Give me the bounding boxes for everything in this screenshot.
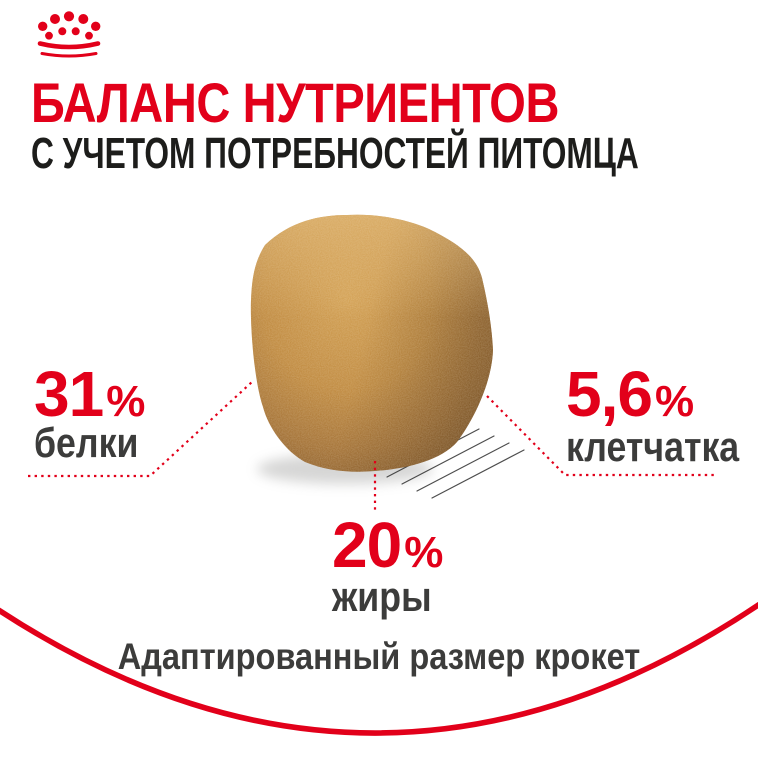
stat-fats-value: 20% [332, 509, 444, 581]
stat-fiber-value: 5,6% [566, 358, 695, 430]
kibble-photo [250, 214, 525, 499]
page-title: БАЛАНС НУТРИЕНТОВ [31, 71, 560, 134]
royal-canin-crown-logo-icon [37, 11, 101, 58]
percent-sign: % [106, 377, 146, 426]
caption-kibble-size: Адаптированный размер крокет [117, 636, 641, 677]
percent-sign: % [654, 377, 695, 426]
stat-fats-label: жиры [332, 573, 432, 620]
stat-fiber-label: клетчатка [566, 423, 740, 470]
stat-proteins-label: белки [34, 419, 139, 466]
stat-proteins-value: 31% [34, 358, 146, 430]
percent-sign: % [404, 528, 444, 577]
page-subtitle: С УЧЕТОМ ПОТРЕБНОСТЕЙ ПИТОМЦА [31, 129, 639, 178]
